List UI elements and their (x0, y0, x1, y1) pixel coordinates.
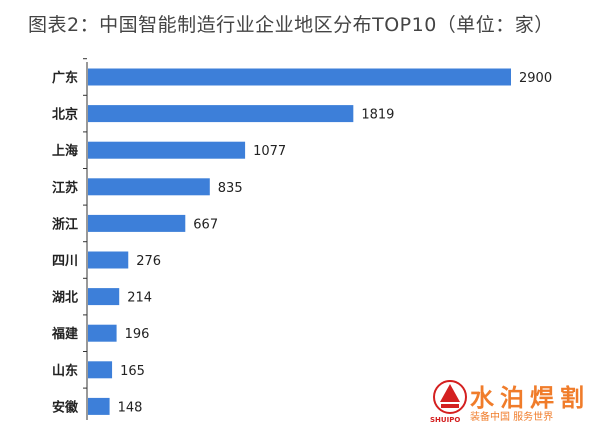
bar-8 (88, 361, 113, 379)
bar-0 (88, 68, 511, 86)
bar-1 (88, 105, 354, 123)
watermark-slogan: 装备中国 服务世界 (470, 412, 554, 423)
data-label: 196 (125, 327, 150, 342)
category-label: 福建 (51, 326, 78, 342)
data-label: 165 (120, 364, 145, 379)
data-label: 1077 (253, 144, 286, 159)
bar-3 (88, 178, 210, 196)
category-label: 广东 (52, 70, 78, 86)
data-label: 835 (218, 181, 243, 196)
category-label: 北京 (52, 107, 78, 123)
data-label: 214 (127, 291, 152, 306)
bar-9 (88, 397, 110, 415)
watermark-brand: 水泊焊割 (470, 384, 590, 412)
watermark-english: SHUIPO (430, 416, 461, 424)
category-label: 安徽 (52, 399, 79, 415)
bar-5 (88, 251, 129, 269)
bar-6 (88, 288, 120, 306)
bar-7 (88, 324, 117, 342)
category-label: 湖北 (52, 291, 78, 306)
data-label: 2900 (519, 71, 552, 86)
category-label: 浙江 (52, 216, 78, 232)
category-label: 江苏 (52, 180, 78, 196)
data-label: 276 (136, 254, 161, 269)
category-label: 山东 (52, 363, 78, 379)
bar-2 (88, 141, 246, 159)
logo-emblem-icon (433, 380, 467, 414)
category-label: 四川 (52, 254, 78, 269)
category-label: 上海 (52, 143, 78, 159)
chart-title: 图表2：中国智能制造行业企业地区分布TOP10（单位：家） (28, 14, 554, 36)
bar-4 (88, 214, 186, 232)
watermark-logo: 水泊焊割 装备中国 服务世界 SHUIPO (430, 378, 600, 426)
data-label: 1819 (361, 108, 394, 123)
data-label: 667 (193, 217, 218, 232)
data-label: 148 (118, 400, 143, 415)
